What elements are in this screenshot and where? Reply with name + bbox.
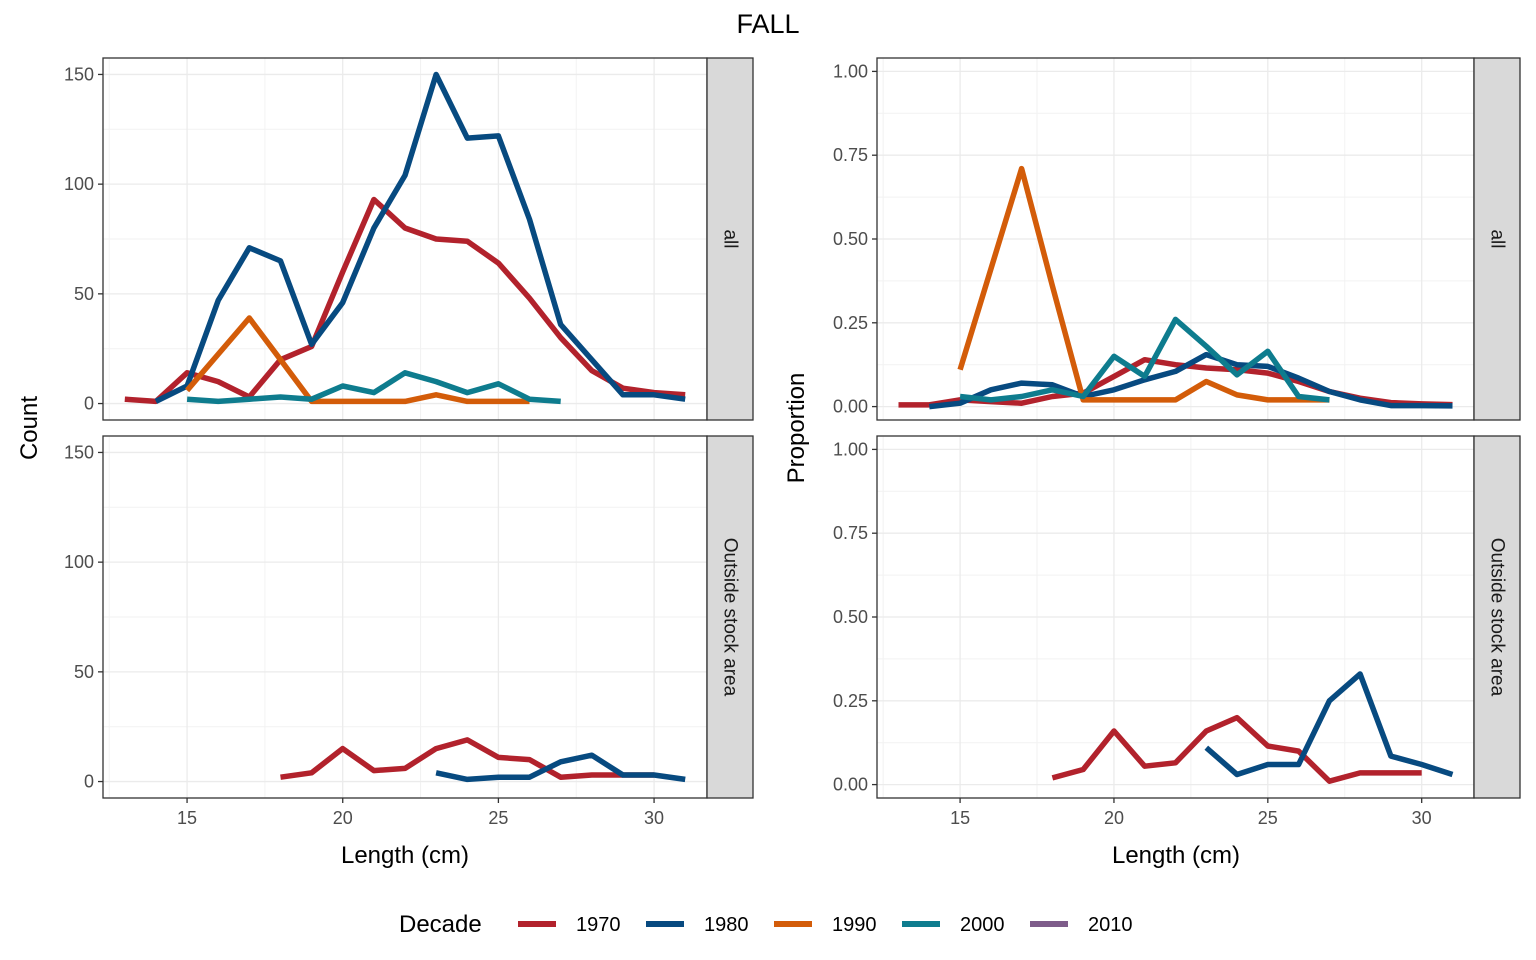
legend-item-1970: 1970 bbox=[518, 914, 621, 936]
facet-strip-label: all bbox=[720, 229, 741, 248]
x-axis-title: Length (cm) bbox=[1112, 842, 1240, 869]
y-tick-label: 150 bbox=[64, 64, 94, 84]
y-tick-label: 100 bbox=[64, 552, 94, 572]
x-tick-label: 20 bbox=[333, 808, 353, 828]
facet-strip-label: Outside stock area bbox=[720, 538, 741, 697]
series-line-1970 bbox=[280, 737, 655, 780]
facet-strip-label: all bbox=[1487, 229, 1508, 248]
y-tick-label: 150 bbox=[64, 442, 94, 462]
y-tick-label: 0 bbox=[84, 394, 94, 414]
y-tick-label: 0.50 bbox=[833, 607, 868, 627]
series-line-1980 bbox=[1204, 671, 1454, 778]
series-line-1980 bbox=[928, 351, 1453, 410]
legend-label: 1990 bbox=[832, 914, 877, 936]
y-tick-label: 0.00 bbox=[833, 775, 868, 795]
legend: Decade 1970 1980 1990 2000 2010 bbox=[399, 911, 1133, 938]
y-tick-label: 0.75 bbox=[833, 523, 868, 543]
facet-strip bbox=[1473, 57, 1521, 421]
y-tick-label: 1.00 bbox=[833, 61, 868, 81]
legend-label: 1970 bbox=[576, 914, 621, 936]
facet-strip bbox=[706, 435, 754, 799]
series-line-1990 bbox=[185, 315, 530, 405]
series-line-1970 bbox=[1051, 714, 1422, 784]
series-line-2000 bbox=[959, 316, 1330, 403]
y-tick-label: 0.00 bbox=[833, 397, 868, 417]
legend-title: Decade bbox=[399, 911, 482, 938]
plot-title: FALL bbox=[736, 9, 799, 39]
x-tick-label: 20 bbox=[1104, 808, 1124, 828]
facet-proportion-all: all 0.00 0.25 0.50 0.75 1.00 bbox=[833, 57, 1521, 421]
legend-label: 2010 bbox=[1088, 914, 1133, 936]
legend-label: 2000 bbox=[960, 914, 1005, 936]
y-axis-title: Count bbox=[16, 396, 43, 460]
x-tick-label: 30 bbox=[644, 808, 664, 828]
facet-count-all: all 0 50 100 150 bbox=[64, 57, 754, 421]
legend-item-2000: 2000 bbox=[902, 914, 1005, 936]
legend-item-2010: 2010 bbox=[1030, 914, 1133, 936]
x-tick-label: 30 bbox=[1412, 808, 1432, 828]
y-tick-label: 50 bbox=[74, 662, 94, 682]
series-line-1990 bbox=[957, 165, 1330, 403]
facet-strip bbox=[1473, 435, 1521, 799]
facet-proportion-outside-stock-area: Outside stock area 0.00 0.25 0.50 0.75 1.00 15… bbox=[833, 435, 1521, 828]
facet-strip-label: Outside stock area bbox=[1487, 538, 1508, 697]
y-tick-label: 1.00 bbox=[833, 439, 868, 459]
x-tick-label: 25 bbox=[1258, 808, 1278, 828]
series-line-2000 bbox=[186, 370, 561, 405]
y-tick-label: 0.25 bbox=[833, 313, 868, 333]
y-tick-label: 50 bbox=[74, 284, 94, 304]
series-line-1980 bbox=[154, 71, 686, 404]
y-tick-label: 0.50 bbox=[833, 229, 868, 249]
x-axis-title: Length (cm) bbox=[341, 842, 469, 869]
panel-count: all 0 50 100 150 Outside stock area 0 50 100 150 1… bbox=[16, 57, 754, 869]
legend-item-1980: 1980 bbox=[646, 914, 749, 936]
series-line-1980 bbox=[435, 752, 686, 783]
panels-layer: all 0 50 100 150 Outside stock area 0 50 100 150 1… bbox=[16, 57, 1521, 869]
facet-strip bbox=[706, 57, 754, 421]
y-tick-label: 0.75 bbox=[833, 145, 868, 165]
x-tick-label: 15 bbox=[177, 808, 197, 828]
y-tick-label: 0.25 bbox=[833, 691, 868, 711]
x-tick-label: 15 bbox=[950, 808, 970, 828]
x-tick-label: 25 bbox=[488, 808, 508, 828]
legend-item-1990: 1990 bbox=[774, 914, 877, 936]
legend-label: 1980 bbox=[704, 914, 749, 936]
y-axis-title: Proportion bbox=[783, 373, 810, 484]
facet-count-outside-stock-area: Outside stock area 0 50 100 150 15 20 25 30 bbox=[64, 435, 754, 828]
y-tick-label: 100 bbox=[64, 174, 94, 194]
series-line-1970 bbox=[124, 196, 686, 405]
y-tick-label: 0 bbox=[84, 772, 94, 792]
